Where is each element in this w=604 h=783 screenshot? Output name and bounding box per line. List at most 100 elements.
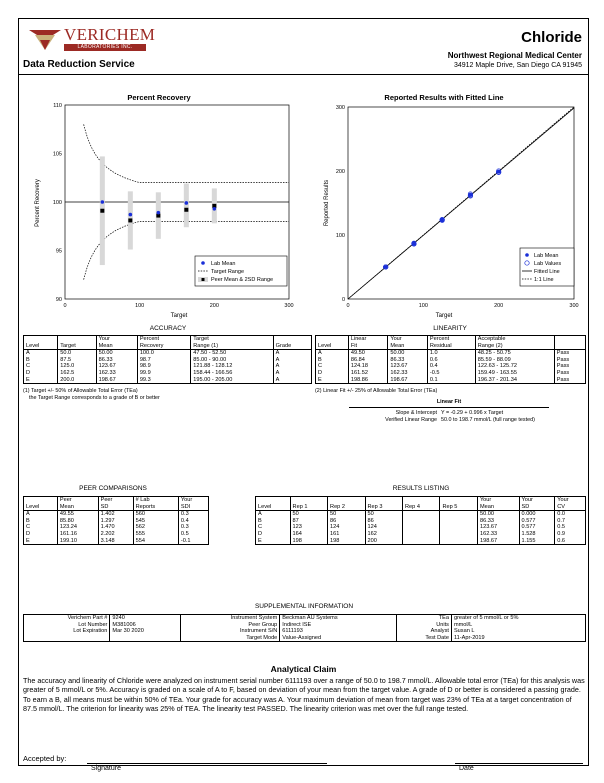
- chart1-xtick-label: 300: [284, 303, 293, 309]
- supplemental-value: 9240: [109, 613, 181, 622]
- linearity-header-cell: Your: [387, 334, 428, 343]
- peer-cell: 1.402: [97, 510, 134, 518]
- chart2-xlabel: Target: [436, 313, 453, 319]
- claim-title: Analytical Claim: [270, 664, 337, 674]
- chart1-peer-mean-point: [156, 213, 161, 218]
- peer-cell: 49.55: [56, 510, 99, 518]
- accuracy-cell: D: [22, 369, 59, 377]
- signature-label: Signature: [91, 765, 121, 772]
- linearity-cell: 48.25 - 50.75: [474, 349, 555, 357]
- supplemental-value: Mar 30 2020: [109, 628, 181, 635]
- supplemental-label: Verichem Part #: [22, 613, 111, 622]
- results-cell: [401, 537, 441, 546]
- chart1-ylabel: Percent Recovery: [35, 179, 41, 227]
- chart2-legend-values-marker: [524, 260, 530, 266]
- results-header-cell: Mean: [476, 503, 520, 512]
- peer-row: A 49.55 1.402 560 0.3: [23, 510, 210, 518]
- supplemental-value: mmol/L: [450, 621, 587, 629]
- linearity-cell: 159.49 - 163.55: [474, 369, 555, 377]
- supplemental-label: Analyst: [395, 628, 452, 635]
- results-cell: 1.528: [518, 530, 556, 538]
- results-cell: D: [255, 530, 291, 538]
- linearity-row: B 86.84 86.33 0.6 85.59 - 88.09 Pass: [315, 356, 587, 364]
- linearity-cell: D: [315, 369, 349, 377]
- signature-line[interactable]: [87, 763, 327, 764]
- results-cell: 124: [364, 524, 404, 531]
- date-label: Date: [459, 765, 474, 772]
- linearity-cell: Pass: [553, 356, 587, 364]
- peer-cell: 161.16: [56, 530, 99, 538]
- linearity-row: E 198.86 198.67 0.1 196.37 - 201.34 Pass: [315, 376, 587, 385]
- peer-header-cell: SDI: [177, 503, 210, 512]
- supplemental-value: 6111193: [279, 628, 397, 635]
- accuracy-cell: 100.0: [136, 349, 192, 357]
- chart1-peer-mean-point: [184, 207, 189, 212]
- chart2-legend-mean-marker: [525, 253, 529, 257]
- accepted-by-label: Accepted by:: [23, 754, 67, 763]
- linearity-cell: 49.50: [347, 349, 389, 357]
- verichem-logo-icon: [29, 30, 61, 50]
- chart1-lab-mean-point: [128, 212, 133, 217]
- chart2-xtick-label: 0: [346, 303, 349, 309]
- accuracy-cell: 200.0: [57, 376, 97, 385]
- chart2-xtick-label: 300: [569, 303, 578, 309]
- chart1-title: Percent Recovery: [127, 93, 191, 102]
- accuracy-header-cell: Mean: [95, 342, 138, 351]
- linearity-cell: 196.37 - 201.34: [474, 376, 555, 385]
- results-header-cell: Rep 1: [289, 503, 329, 512]
- accuracy-cell: 121.88 - 128.12: [190, 363, 274, 370]
- chart1-xlabel: Target: [171, 313, 188, 319]
- linearity-row: A 49.50 50.00 1.0 48.25 - 50.75 Pass: [315, 349, 587, 357]
- results-cell: [401, 524, 441, 531]
- supplemental-row: Target Mode Value-Assigned Test Date 11-Apr…: [22, 634, 587, 643]
- peer-cell: E: [23, 537, 58, 546]
- peer-header-cell: Your: [177, 495, 210, 504]
- accuracy-header-cell: Level: [22, 342, 59, 351]
- results-cell: 87: [289, 517, 329, 525]
- peer-row: C 123.24 1.470 562 0.3: [23, 524, 210, 531]
- chart2-ytick-label: 100: [336, 233, 345, 239]
- peer-cell: -0.1: [177, 537, 210, 546]
- linearity-cell: 161.52: [347, 369, 389, 377]
- linearity-cell: 198.86: [347, 376, 389, 385]
- linearity-header-cell: Acceptable: [474, 334, 555, 343]
- supplemental-value: [109, 634, 181, 643]
- results-cell: [401, 510, 441, 518]
- chart2-lab-value-point: [467, 192, 473, 198]
- results-header-cell: CV: [554, 503, 586, 512]
- linearity-header-cell: Level: [315, 342, 349, 351]
- linearity-cell: 0.6: [426, 356, 476, 364]
- accuracy-cell: 86.33: [95, 356, 138, 364]
- claim-text: The accuracy and linearity of Chloride w…: [23, 676, 585, 714]
- fitted-line-chart: Reported Results with Fitted Line Report…: [324, 93, 579, 319]
- results-header-cell: [289, 495, 329, 504]
- results-cell: 50: [327, 510, 366, 518]
- date-line[interactable]: [455, 763, 583, 764]
- results-cell: 0.6: [554, 537, 586, 546]
- results-cell: 124: [327, 524, 366, 531]
- chart1-xtick-label: 200: [210, 303, 219, 309]
- peer-cell: B: [23, 517, 58, 525]
- chart2-legend-identity-line: 1:1 Line: [534, 277, 554, 283]
- linearity-cell: 122.63 - 125.72: [474, 363, 555, 370]
- linearity-caption: LINEARITY: [433, 325, 467, 332]
- supplemental-value: greater of 5 mmol/L or 5%: [450, 613, 587, 622]
- results-header-cell: Your: [518, 495, 556, 504]
- results-cell: [439, 530, 478, 538]
- results-cell: 0.000: [518, 510, 556, 518]
- accuracy-cell: 195.00 - 205.00: [190, 376, 274, 385]
- results-cell: 123: [289, 524, 329, 531]
- center-address: 34912 Maple Drive, San Diego CA 91945: [453, 62, 582, 69]
- supplemental-row: Lot Number M381006 Peer Group Indirect ISE U…: [22, 621, 587, 629]
- slope-value: Y = -0.29 + 0.996 x Target: [441, 410, 504, 416]
- peer-cell: 1.470: [97, 524, 134, 531]
- verified-range-value: 50.0 to 198.7 mmol/L (full range tested): [441, 417, 535, 423]
- chart2-xtick-label: 100: [419, 303, 428, 309]
- linearity-cell: 162.33: [387, 369, 428, 377]
- linearity-header-cell: [553, 342, 587, 351]
- chart1-xtick-label: 0: [63, 303, 66, 309]
- chart1-legend-peer-mean-marker: [201, 278, 205, 281]
- percent-recovery-chart: Percent Recovery Percent Recovery Target…: [35, 93, 294, 319]
- results-cell: 162.33: [476, 530, 520, 538]
- peer-cell: 123.24: [56, 524, 99, 531]
